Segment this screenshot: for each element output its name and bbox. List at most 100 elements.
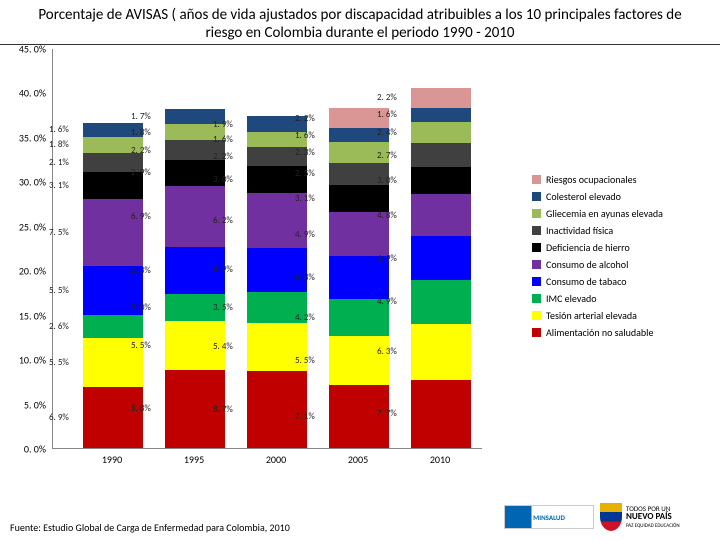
- seg: 4. 9%: [411, 280, 471, 324]
- seg-label: 1. 9%: [213, 119, 233, 130]
- legend-row: Gliecemia en ayunas elevada: [532, 207, 702, 220]
- legend-row: Alimentación no saludable: [532, 326, 702, 339]
- seg: 2. 6%: [83, 315, 143, 338]
- legend-row: Deficiencia de hierro: [532, 241, 702, 254]
- seg: 7. 5%: [83, 199, 143, 266]
- legend-swatch: [532, 226, 541, 235]
- seg-label: 7. 1%: [295, 411, 315, 422]
- legend-swatch: [532, 294, 541, 303]
- seg-label: 1. 8%: [131, 127, 151, 138]
- x-label: 2005: [328, 453, 388, 466]
- seg: 5. 5%: [329, 336, 389, 385]
- legend-swatch: [532, 243, 541, 252]
- legend-label: Consumo de tabaco: [546, 275, 627, 288]
- seg-label: 1. 8%: [49, 139, 69, 150]
- seg: 3. 0%: [411, 167, 471, 194]
- seg-label: 3. 1%: [295, 193, 315, 204]
- seg-label: 3. 0%: [377, 175, 397, 186]
- seg-label: 2. 2%: [295, 113, 315, 124]
- shield-icon: [600, 503, 622, 531]
- legend-label: Tesión arterial elevada: [546, 309, 637, 322]
- seg: 1. 6%: [411, 108, 471, 122]
- legend-label: IMC elevado: [546, 292, 597, 305]
- seg-label: 7. 5%: [49, 227, 69, 238]
- seg-label: 1. 6%: [49, 124, 69, 135]
- legend-swatch: [532, 209, 541, 218]
- seg: 2. 2%: [411, 88, 471, 108]
- y-tick: 10. 0%: [19, 354, 46, 367]
- legend-row: Consumo de tabaco: [532, 275, 702, 288]
- seg-label: 2. 2%: [377, 92, 397, 103]
- seg-label: 2. 7%: [377, 150, 397, 161]
- seg-label: 5. 5%: [295, 355, 315, 366]
- legend-swatch: [532, 311, 541, 320]
- legend-swatch: [532, 328, 541, 337]
- gov-logo: TODOS POR UN NUEVO PAÍS PAZ EQUIDAD EDUC…: [600, 500, 710, 534]
- seg-label: 3. 1%: [49, 180, 69, 191]
- seg-label: 3. 0%: [213, 174, 233, 185]
- seg-label: 2. 6%: [49, 321, 69, 332]
- seg-label: 2. 4%: [377, 127, 397, 138]
- seg-label: 4. 8%: [295, 272, 315, 283]
- seg-label: 6. 2%: [213, 215, 233, 226]
- legend-label: Riesgos ocupacionales: [546, 173, 637, 186]
- y-tick: 25. 0%: [19, 220, 46, 233]
- seg: 6. 3%: [411, 324, 471, 380]
- seg-label: 2. 1%: [49, 157, 69, 168]
- x-label: 1995: [164, 453, 224, 466]
- y-tick: 45. 0%: [19, 43, 46, 56]
- seg-label: 6. 9%: [49, 412, 69, 423]
- seg-label: 8. 8%: [131, 403, 151, 414]
- seg: 8. 7%: [247, 371, 307, 448]
- x-label: 2010: [410, 453, 470, 466]
- seg-label: 6. 3%: [377, 346, 397, 357]
- seg-label: 1. 6%: [213, 134, 233, 145]
- seg: 4. 9%: [411, 236, 471, 280]
- legend-label: Deficiencia de hierro: [546, 241, 630, 254]
- seg-label: 1. 6%: [377, 109, 397, 120]
- plot-area: 1. 6% 1. 8% 2. 1% 3. 1% 7. 5% 5. 5% 2. 6% 5. 5%…: [52, 49, 482, 449]
- seg: 4. 9%: [247, 248, 307, 292]
- gov-logo-line2: NUEVO PAÍS: [626, 512, 680, 521]
- seg-label: 3. 0%: [131, 302, 151, 313]
- y-tick: 15. 0%: [19, 309, 46, 322]
- seg: 4. 8%: [411, 194, 471, 237]
- seg-label: 1. 6%: [295, 130, 315, 141]
- legend: Riesgos ocupacionales Colesterol elevado G…: [532, 169, 702, 343]
- legend-swatch: [532, 192, 541, 201]
- seg-label: 7. 7%: [377, 408, 397, 419]
- seg-label: 8. 7%: [213, 404, 233, 415]
- legend-row: Inactividad física: [532, 224, 702, 237]
- x-label: 2000: [246, 453, 306, 466]
- seg: 6. 9%: [83, 387, 143, 448]
- y-tick: 0. 0%: [24, 443, 46, 456]
- seg-label: 5. 5%: [131, 340, 151, 351]
- legend-label: Gliecemia en ayunas elevada: [546, 207, 663, 220]
- seg: 7. 7%: [411, 380, 471, 448]
- seg: 2. 7%: [411, 143, 471, 167]
- y-tick: 5. 0%: [24, 398, 46, 411]
- chart-area: 0. 0%5. 0%10. 0%15. 0%20. 0%25. 0%30. 0%…: [10, 49, 710, 489]
- gov-logo-text: TODOS POR UN NUEVO PAÍS PAZ EQUIDAD EDUC…: [626, 505, 680, 529]
- legend-row: IMC elevado: [532, 292, 702, 305]
- seg-label: 3. 5%: [213, 302, 233, 313]
- seg-label: 5. 5%: [49, 357, 69, 368]
- seg-label: 4. 9%: [377, 253, 397, 264]
- legend-row: Colesterol elevado: [532, 190, 702, 203]
- seg-label: 2. 3%: [295, 147, 315, 158]
- seg-label: 2. 5%: [295, 168, 315, 179]
- y-tick: 35. 0%: [19, 131, 46, 144]
- legend-row: Riesgos ocupacionales: [532, 173, 702, 186]
- legend-row: Consumo de alcohol: [532, 258, 702, 271]
- seg-label: 4. 9%: [295, 229, 315, 240]
- seg-label: 2. 2%: [131, 145, 151, 156]
- legend-swatch: [532, 277, 541, 286]
- seg: 2. 4%: [411, 122, 471, 143]
- seg-label: 5. 5%: [49, 285, 69, 296]
- legend-swatch: [532, 260, 541, 269]
- seg-label: 2. 9%: [131, 167, 151, 178]
- seg-label: 4. 2%: [295, 312, 315, 323]
- legend-swatch: [532, 175, 541, 184]
- legend-label: Consumo de alcohol: [546, 258, 628, 271]
- seg-label: 5. 4%: [213, 341, 233, 352]
